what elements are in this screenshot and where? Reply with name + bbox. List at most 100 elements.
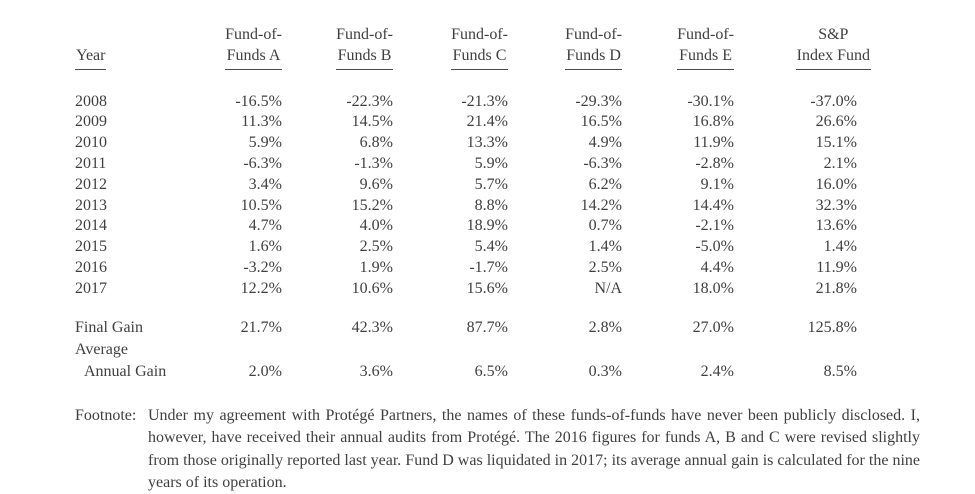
return-cell: 4.0% (359, 217, 393, 235)
footnote: Footnote: Under my agreement with Protég… (75, 405, 920, 494)
column-header-sp-index-fund: S&P Index Fund (740, 25, 875, 70)
return-cell: 15.2% (351, 196, 393, 214)
return-cell: 13.6% (815, 217, 857, 235)
return-cell: 16.5% (580, 113, 622, 131)
average-annual-gain-value: 8.5% (823, 363, 857, 381)
final-gain-value: 2.8% (588, 318, 622, 336)
return-cell: -1.3% (354, 154, 393, 172)
return-cell: -37.0% (810, 92, 857, 110)
return-cell: 14.4% (692, 196, 734, 214)
footnote-text: Under my agreement with Protégé Partners… (148, 406, 920, 491)
return-cell: -1.7% (469, 258, 508, 276)
final-gain-label: Final Gain (75, 318, 143, 336)
year-cell: 2008 (75, 92, 107, 110)
final-gain-value: 27.0% (692, 318, 734, 336)
year-row: 2008 -16.5% -22.3% -21.3% -29.3% -30.1% … (75, 70, 875, 113)
table-header-row: Year Fund-of- Funds A Fund-of- Funds B Fun… (75, 25, 875, 70)
return-cell: -29.3% (575, 92, 622, 110)
column-header-line1: Fund-of- (451, 26, 508, 43)
return-cell: 2.5% (588, 258, 622, 276)
year-row: 2017 12.2% 10.6% 15.6% N/A 18.0% 21.8% (75, 279, 875, 300)
return-cell: -16.5% (235, 92, 282, 110)
return-cell: 0.7% (588, 217, 622, 235)
return-cell: -21.3% (461, 92, 508, 110)
return-cell: 1.6% (248, 238, 282, 256)
column-header-line2: Index Fund (795, 46, 871, 70)
return-cell: 1.4% (588, 238, 622, 256)
return-cell: 14.5% (351, 113, 393, 131)
column-header-line1: Fund-of- (677, 26, 734, 43)
average-annual-gain-value: 6.5% (474, 363, 508, 381)
year-row: 2009 11.3% 14.5% 21.4% 16.5% 16.8% 26.6% (75, 112, 875, 133)
return-cell: 18.9% (466, 217, 508, 235)
column-header-line2: Funds B (336, 46, 393, 70)
return-cell: -3.2% (243, 258, 282, 276)
return-cell: 16.8% (692, 113, 734, 131)
fund-returns-table: Year Fund-of- Funds A Fund-of- Funds B Fun… (75, 25, 875, 384)
column-header-line2: Funds E (677, 46, 734, 70)
final-gain-value: 125.8% (807, 318, 857, 336)
return-cell: -6.3% (583, 154, 622, 172)
return-cell: 5.9% (474, 154, 508, 172)
column-header-line1 (75, 25, 106, 46)
return-cell: 6.2% (588, 175, 622, 193)
return-cell: 13.3% (466, 134, 508, 152)
final-gain-row: Final Gain 21.7% 42.3% 87.7% 2.8% 27.0% … (75, 300, 875, 339)
average-annual-gain-value: 2.0% (248, 363, 282, 381)
column-header-funds-c: Fund-of- Funds C (400, 25, 515, 70)
return-cell: 6.8% (359, 134, 393, 152)
column-header-line1: S&P (818, 26, 849, 43)
year-row: 2013 10.5% 15.2% 8.8% 14.2% 14.4% 32.3% (75, 196, 875, 217)
column-header-line1: Fund-of- (225, 26, 282, 43)
empty-cell (205, 339, 875, 361)
average-annual-gain-value: 3.6% (359, 363, 393, 381)
column-header-line2: Funds D (565, 46, 622, 70)
footnote-label: Footnote: (75, 406, 137, 424)
average-annual-gain-row-label1: Average (75, 339, 875, 361)
return-cell: 11.9% (816, 258, 857, 276)
return-cell: 5.4% (474, 238, 508, 256)
return-cell: 9.6% (359, 175, 393, 193)
column-header-funds-e: Fund-of- Funds E (630, 25, 740, 70)
return-cell: -6.3% (243, 154, 282, 172)
return-cell: 15.6% (466, 279, 508, 297)
return-cell: 5.7% (474, 175, 508, 193)
year-row: 2011 -6.3% -1.3% 5.9% -6.3% -2.8% 2.1% (75, 154, 875, 175)
return-cell: 26.6% (815, 113, 857, 131)
return-cell: 8.8% (474, 196, 508, 214)
return-cell: 15.1% (815, 134, 857, 152)
return-cell: 10.6% (351, 279, 393, 297)
year-cell: 2017 (75, 279, 107, 297)
average-label-line2: Annual Gain (84, 363, 167, 381)
column-header-funds-a: Fund-of- Funds A (205, 25, 290, 70)
year-rows-body: 2008 -16.5% -22.3% -21.3% -29.3% -30.1% … (75, 70, 875, 300)
return-cell: 11.9% (693, 134, 734, 152)
return-cell: -5.0% (695, 238, 734, 256)
final-gain-value: 21.7% (240, 318, 282, 336)
return-cell: -2.8% (695, 154, 734, 172)
year-row: 2012 3.4% 9.6% 5.7% 6.2% 9.1% 16.0% (75, 175, 875, 196)
return-cell: -22.3% (346, 92, 393, 110)
return-cell: 16.0% (815, 175, 857, 193)
year-row: 2015 1.6% 2.5% 5.4% 1.4% -5.0% 1.4% (75, 237, 875, 258)
average-annual-gain-row: Annual Gain 2.0% 3.6% 6.5% 0.3% 2.4% 8.5… (75, 361, 875, 383)
return-cell: N/A (594, 279, 622, 297)
return-cell: 2.5% (359, 238, 393, 256)
return-cell: 1.4% (823, 238, 857, 256)
return-cell: -2.1% (695, 217, 734, 235)
column-header-line2: Year (75, 46, 107, 70)
year-cell: 2014 (75, 217, 107, 235)
column-header-line1: Fund-of- (336, 26, 393, 43)
year-cell: 2010 (75, 134, 107, 152)
return-cell: 21.4% (466, 113, 508, 131)
return-cell: 18.0% (692, 279, 734, 297)
column-header-funds-d: Fund-of- Funds D (515, 25, 630, 70)
return-cell: 11.3% (241, 113, 282, 131)
column-header-line2: Funds A (225, 46, 282, 70)
year-cell: 2011 (75, 154, 107, 172)
column-header-line2: Funds C (451, 46, 508, 70)
year-row: 2010 5.9% 6.8% 13.3% 4.9% 11.9% 15.1% (75, 133, 875, 154)
return-cell: 10.5% (240, 196, 282, 214)
return-cell: 1.9% (359, 258, 393, 276)
